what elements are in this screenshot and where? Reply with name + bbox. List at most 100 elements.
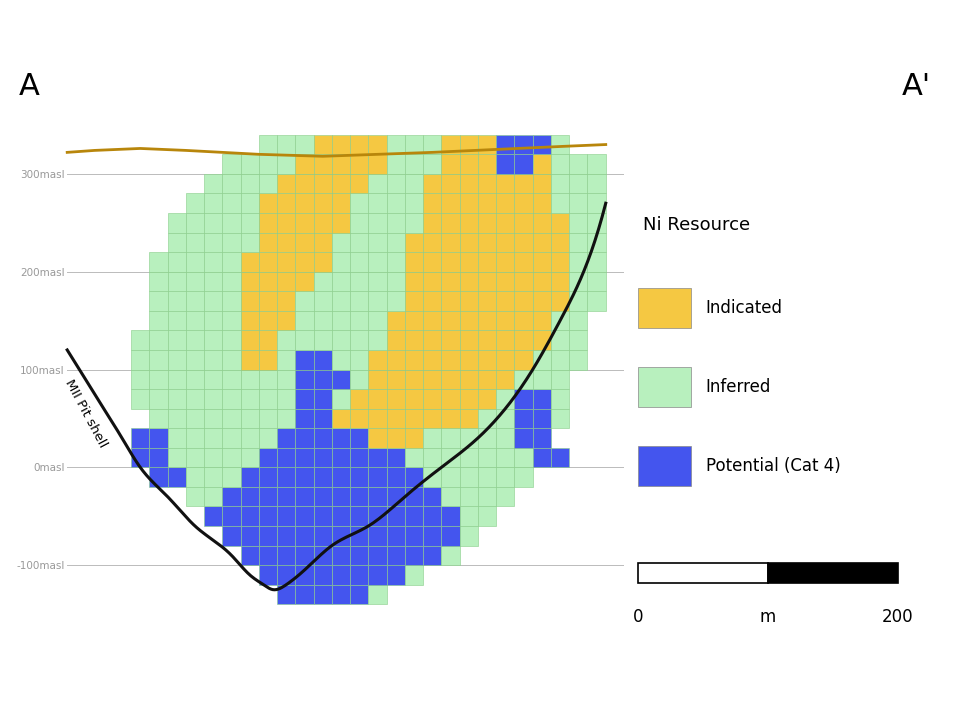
Bar [332,135,350,154]
Bar [442,467,460,487]
Bar [460,448,478,467]
Bar [350,271,369,292]
Bar [204,311,223,330]
Bar [369,311,387,330]
Bar [496,252,515,271]
Bar [204,369,223,389]
Bar [314,330,332,350]
Bar [259,546,277,565]
Bar [369,154,387,174]
Bar [387,389,405,409]
Bar [405,350,423,369]
Bar [423,252,442,271]
Bar [423,135,442,154]
Bar [241,252,259,271]
Bar [423,389,442,409]
Bar [387,213,405,233]
Bar [350,135,369,154]
Bar [369,546,387,565]
Bar [332,409,350,428]
Bar [350,467,369,487]
Bar [223,194,241,213]
Bar [460,487,478,506]
Bar [314,174,332,194]
Bar [277,467,296,487]
Bar [423,487,442,506]
Bar [241,389,259,409]
Bar [314,233,332,252]
Bar [132,369,150,389]
Bar [460,389,478,409]
Bar [314,506,332,526]
Bar [423,369,442,389]
Bar [478,448,496,467]
Bar [442,350,460,369]
Bar [569,252,588,271]
Bar [204,194,223,213]
Bar [350,213,369,233]
Bar [551,389,569,409]
Bar [515,467,533,487]
Bar [277,448,296,467]
Bar [259,135,277,154]
Bar [277,585,296,604]
Bar [515,448,533,467]
Bar [405,271,423,292]
Bar [332,252,350,271]
Bar [515,135,533,154]
Bar [387,174,405,194]
Bar [405,311,423,330]
Bar [296,526,314,546]
Text: m: m [760,608,776,626]
Bar [350,330,369,350]
Bar [204,292,223,311]
Bar [296,194,314,213]
Bar [588,271,606,292]
Bar [314,292,332,311]
Bar [460,233,478,252]
Bar [496,467,515,487]
Bar [259,292,277,311]
Bar [478,174,496,194]
Bar [460,213,478,233]
Bar [387,271,405,292]
Bar [423,154,442,174]
Bar [332,330,350,350]
Bar [533,174,551,194]
Bar [551,448,569,467]
Bar [515,174,533,194]
Bar [296,154,314,174]
Bar [533,271,551,292]
Bar [442,330,460,350]
Bar [332,487,350,506]
Bar [405,194,423,213]
Bar [405,428,423,448]
Bar [332,565,350,585]
Bar [332,585,350,604]
Bar [369,506,387,526]
Bar [533,233,551,252]
Bar [277,154,296,174]
Bar [223,292,241,311]
Bar [350,154,369,174]
Bar [588,292,606,311]
Bar [296,506,314,526]
Bar [569,292,588,311]
Bar [551,369,569,389]
Bar [259,271,277,292]
Bar [296,409,314,428]
Bar [332,467,350,487]
Bar [350,409,369,428]
Bar [478,154,496,174]
Bar [150,409,168,428]
Bar [204,233,223,252]
Bar [259,194,277,213]
Bar [551,409,569,428]
Bar [186,428,204,448]
Bar [369,252,387,271]
Bar [442,487,460,506]
Text: 0: 0 [634,608,643,626]
Bar [223,526,241,546]
Bar [332,428,350,448]
Bar [423,526,442,546]
